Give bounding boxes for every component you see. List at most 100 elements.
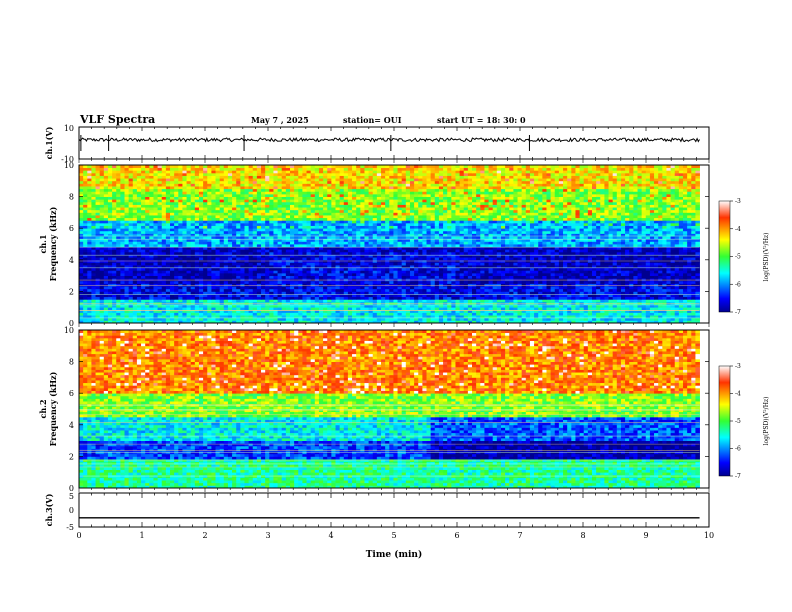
spectrogram-cell bbox=[409, 296, 415, 300]
spectrogram-cell bbox=[401, 238, 407, 242]
spectrogram-cell bbox=[170, 257, 175, 261]
spectrogram-cell bbox=[335, 238, 341, 242]
spectrogram-cell bbox=[534, 246, 539, 250]
spectrogram-cell bbox=[112, 275, 117, 279]
spectrogram-cell bbox=[91, 275, 96, 279]
spectrogram-cell bbox=[149, 299, 154, 303]
spectrogram-cell bbox=[654, 249, 659, 253]
spectrogram-cell bbox=[401, 275, 407, 279]
spectrogram-cell bbox=[240, 315, 245, 319]
spectrogram-cell bbox=[364, 288, 369, 292]
spectrogram-cell bbox=[364, 320, 369, 324]
spectrogram-cell bbox=[261, 320, 266, 324]
spectrogram-cell bbox=[409, 249, 415, 253]
spectrogram-cell bbox=[198, 286, 204, 290]
spectrogram-cell bbox=[579, 317, 585, 321]
spectrogram-cell bbox=[376, 317, 382, 321]
spectrogram-cell bbox=[443, 238, 448, 242]
spectrogram-cell bbox=[157, 280, 163, 284]
spectrogram-cell bbox=[521, 312, 527, 316]
spectrogram-cell bbox=[112, 291, 117, 295]
spectrogram-cell bbox=[649, 265, 655, 269]
spectrogram-cell bbox=[211, 270, 216, 274]
spectrogram-cell bbox=[289, 249, 295, 253]
spectrogram-cell bbox=[107, 262, 113, 266]
spectrogram-cell bbox=[409, 312, 415, 316]
spectrogram-cell bbox=[203, 249, 208, 253]
spectrogram-cell bbox=[695, 241, 700, 245]
spectrogram-cell bbox=[289, 286, 295, 290]
spectrogram-cell bbox=[488, 312, 494, 316]
spectrogram-cell bbox=[223, 267, 229, 271]
spectrogram-cell bbox=[633, 296, 638, 300]
spectrogram-cell bbox=[567, 315, 572, 319]
spectrogram-cell bbox=[480, 283, 485, 287]
spectrogram-cell bbox=[670, 265, 676, 269]
spectrogram-cell bbox=[637, 288, 643, 292]
spectrogram-cell bbox=[244, 241, 250, 245]
spectrogram-cell bbox=[372, 257, 378, 261]
spectrogram-cell bbox=[649, 246, 655, 250]
spectrogram-cell bbox=[372, 315, 378, 319]
spectrogram-cell bbox=[662, 251, 667, 255]
spectrogram-cell bbox=[223, 280, 229, 284]
spectrogram-cell bbox=[691, 270, 696, 274]
spectrogram-cell bbox=[683, 257, 688, 261]
spectrogram-cell bbox=[674, 320, 680, 324]
spectrogram-cell bbox=[364, 283, 369, 287]
spectrogram-cell bbox=[641, 317, 647, 321]
spectrogram-cell bbox=[550, 286, 556, 290]
spectrogram-cell bbox=[637, 291, 643, 295]
spectrogram-cell bbox=[641, 244, 647, 248]
spectrogram-cell bbox=[339, 270, 345, 274]
spectrogram-cell bbox=[438, 238, 444, 242]
spectrogram-cell bbox=[161, 244, 167, 248]
spectrogram-cell bbox=[256, 315, 262, 319]
spectrogram-cell bbox=[236, 275, 241, 279]
spectrogram-cell bbox=[112, 272, 117, 276]
spectrogram-cell bbox=[227, 291, 233, 295]
spectrogram-cell bbox=[534, 286, 539, 290]
spectrogram-cell bbox=[496, 262, 502, 266]
spectrogram-cell bbox=[95, 244, 101, 248]
spectrogram-cell bbox=[132, 312, 138, 316]
spectrogram-cell bbox=[563, 307, 568, 311]
spectrogram-cell bbox=[347, 241, 353, 245]
spectrogram-cell bbox=[368, 294, 374, 298]
spectrogram-cell bbox=[211, 262, 216, 266]
spectrogram-cell bbox=[372, 238, 378, 242]
spectrogram-cell bbox=[451, 254, 456, 258]
spectrogram-cell bbox=[625, 262, 630, 266]
spectrogram-cell bbox=[298, 307, 303, 311]
spectrogram-cell bbox=[418, 254, 423, 258]
spectrogram-cell bbox=[587, 265, 593, 269]
spectrogram-cell bbox=[666, 262, 671, 266]
spectrogram-cell bbox=[223, 244, 229, 248]
spectrogram-cell bbox=[145, 280, 150, 284]
spectrogram-cell bbox=[678, 286, 684, 290]
spectrogram-cell bbox=[554, 312, 560, 316]
spectrogram-cell bbox=[335, 254, 341, 258]
spectrogram-cell bbox=[95, 286, 101, 290]
spectrogram-cell bbox=[256, 299, 262, 303]
spectrogram-cell bbox=[393, 283, 398, 287]
spectrogram-cell bbox=[438, 309, 444, 313]
spectrogram-cell bbox=[505, 299, 510, 303]
spectrogram-cell bbox=[484, 312, 489, 316]
spectrogram-cell bbox=[285, 246, 291, 250]
spectrogram-cell bbox=[261, 288, 266, 292]
spectrogram-cell bbox=[318, 288, 324, 292]
spectrogram-cell bbox=[339, 272, 345, 276]
spectrogram-cell bbox=[447, 299, 452, 303]
spectrogram-cell bbox=[145, 270, 150, 274]
spectrogram-cell bbox=[302, 241, 307, 245]
spectrogram-cell bbox=[695, 249, 700, 253]
spectrogram-cell bbox=[141, 283, 146, 287]
spectrogram-cell bbox=[182, 317, 187, 321]
spectrogram-cell bbox=[186, 304, 192, 308]
spectrogram-cell bbox=[372, 294, 378, 298]
spectrogram-cell bbox=[583, 262, 589, 266]
spectrogram-cell bbox=[426, 299, 432, 303]
spectrogram-cell bbox=[318, 270, 324, 274]
spectrogram-cell bbox=[310, 241, 316, 245]
